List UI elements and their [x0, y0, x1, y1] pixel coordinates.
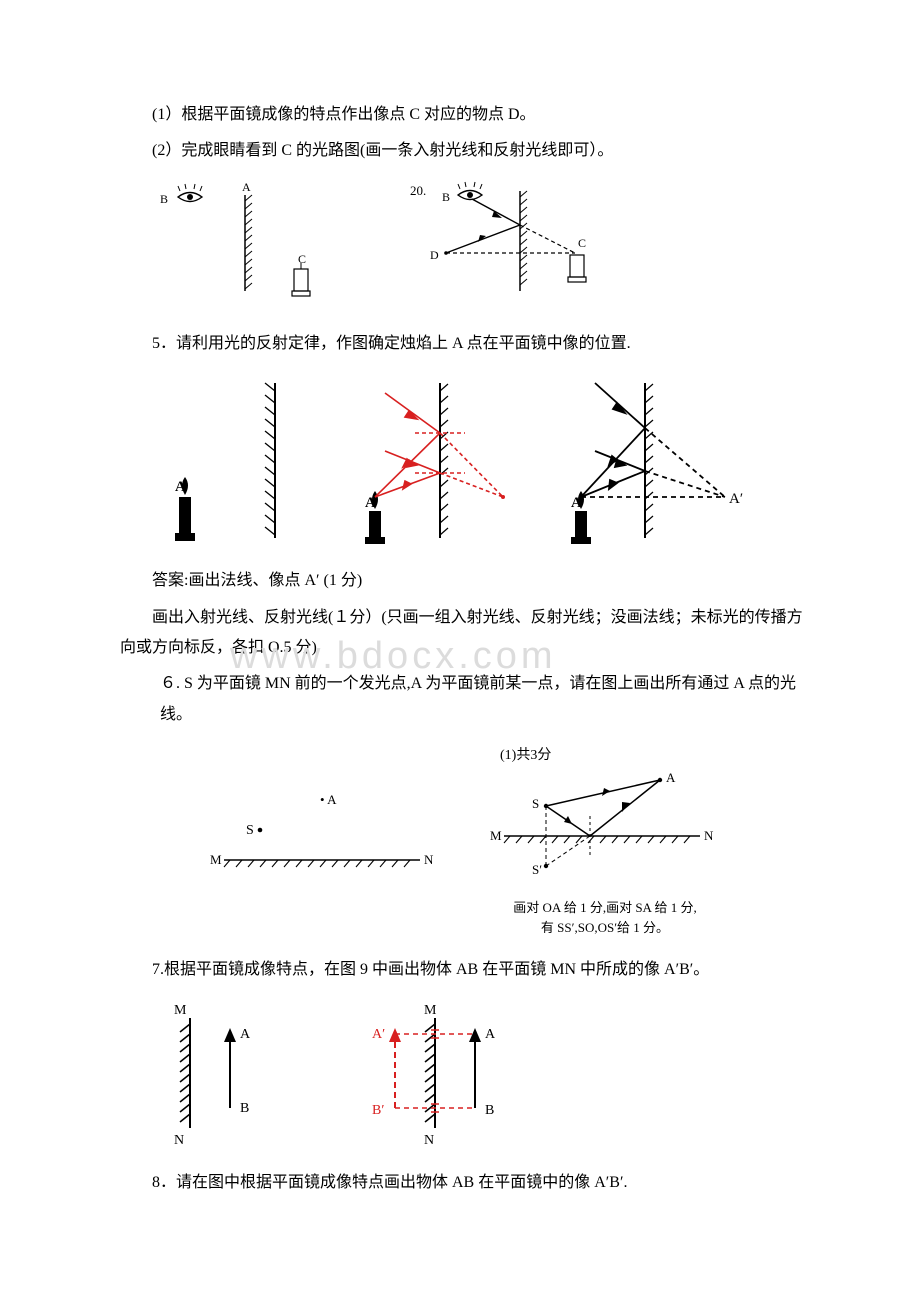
label-D: D	[430, 248, 439, 262]
label-A: A	[242, 181, 251, 194]
q6-fig-right: M N S A	[490, 768, 720, 898]
label-C: C	[298, 252, 306, 266]
q4-line2: (2）完成眼睛看到 C 的光路图(画一条入射光线和反射光线即可）。	[120, 136, 810, 166]
q6-figure-row: • A S M N (1)共3分 M	[120, 744, 810, 937]
q4-line1: (1）根据平面镜成像的特点作出像点 C 对应的物点 D。	[120, 100, 810, 130]
q4-figure-row: B A C 20. B	[120, 181, 810, 311]
label-M2: M	[490, 828, 502, 843]
q8-text: 8．请在图中根据平面镜成像特点画出物体 AB 在平面镜中的像 A′B′.	[120, 1168, 810, 1198]
label-20: 20.	[410, 183, 426, 198]
label-B: B	[160, 192, 168, 206]
label-M2: M	[424, 1003, 437, 1018]
q6-caption2: 有 SS′,SO,OS′给 1 分。	[490, 918, 720, 938]
q5-text: 5．请利用光的反射定律，作图确定烛焰上 A 点在平面镜中像的位置.	[120, 329, 810, 359]
label-M: M	[210, 852, 222, 867]
document-page: www.bdocx.com (1）根据平面镜成像的特点作出像点 C 对应的物点 …	[0, 0, 920, 1302]
label-Bp: B′	[372, 1103, 384, 1118]
label-S2: S	[532, 796, 539, 811]
q5-ans-2: 画出入射光线、反射光线(１分）(只画一组入射光线、反射光线；没画法线；未标光的传…	[120, 603, 810, 664]
label-N: N	[424, 852, 434, 867]
label-C2: C	[578, 236, 586, 250]
label-A2: A	[485, 1027, 496, 1042]
label-B2: B	[442, 190, 450, 204]
q5-fig-3: A A′	[555, 373, 755, 548]
q6-right-group: (1)共3分 M N S	[490, 744, 720, 937]
q5-figure-row: A	[120, 373, 810, 548]
label-Ap: A′	[372, 1027, 385, 1042]
label-Sp: S′	[532, 862, 542, 877]
label-N2: N	[424, 1133, 434, 1148]
label-A: A	[240, 1027, 251, 1042]
label-A: • A	[320, 792, 337, 807]
q7-text: 7.根据平面镜成像特点，在图 9 中画出物体 AB 在平面镜 MN 中所成的像 …	[120, 955, 810, 985]
q5-fig-2: A	[345, 373, 525, 548]
label-B2: B	[485, 1103, 494, 1118]
q6-text: ６. S 为平面镜 MN 前的一个发光点,A 为平面镜前某一点，请在图上画出所有…	[120, 669, 810, 730]
q5-ans-1: 答案:画出法线、像点 A′ (1 分)	[120, 566, 810, 596]
label-Aprime: A′	[729, 491, 743, 507]
q6-sub: (1)共3分	[490, 744, 720, 764]
q4-figure-left: B A C	[150, 181, 320, 311]
label-S: S	[246, 823, 254, 838]
label-B: B	[240, 1101, 249, 1116]
q7-fig-right: M N A B A′ B′	[340, 1000, 520, 1150]
label-N: N	[174, 1133, 184, 1148]
q6-fig-left: • A S M N	[210, 786, 440, 896]
q6-caption1: 画对 OA 给 1 分,画对 SA 给 1 分,	[490, 898, 720, 918]
label-M: M	[174, 1003, 187, 1018]
label-A2: A	[666, 770, 676, 785]
q7-figure-row: M N A B M	[120, 1000, 810, 1150]
label-N2: N	[704, 828, 714, 843]
q7-fig-left: M N A B	[160, 1000, 270, 1150]
q5-fig-1: A	[175, 373, 315, 548]
q4-figure-right: 20. B D	[370, 181, 600, 311]
